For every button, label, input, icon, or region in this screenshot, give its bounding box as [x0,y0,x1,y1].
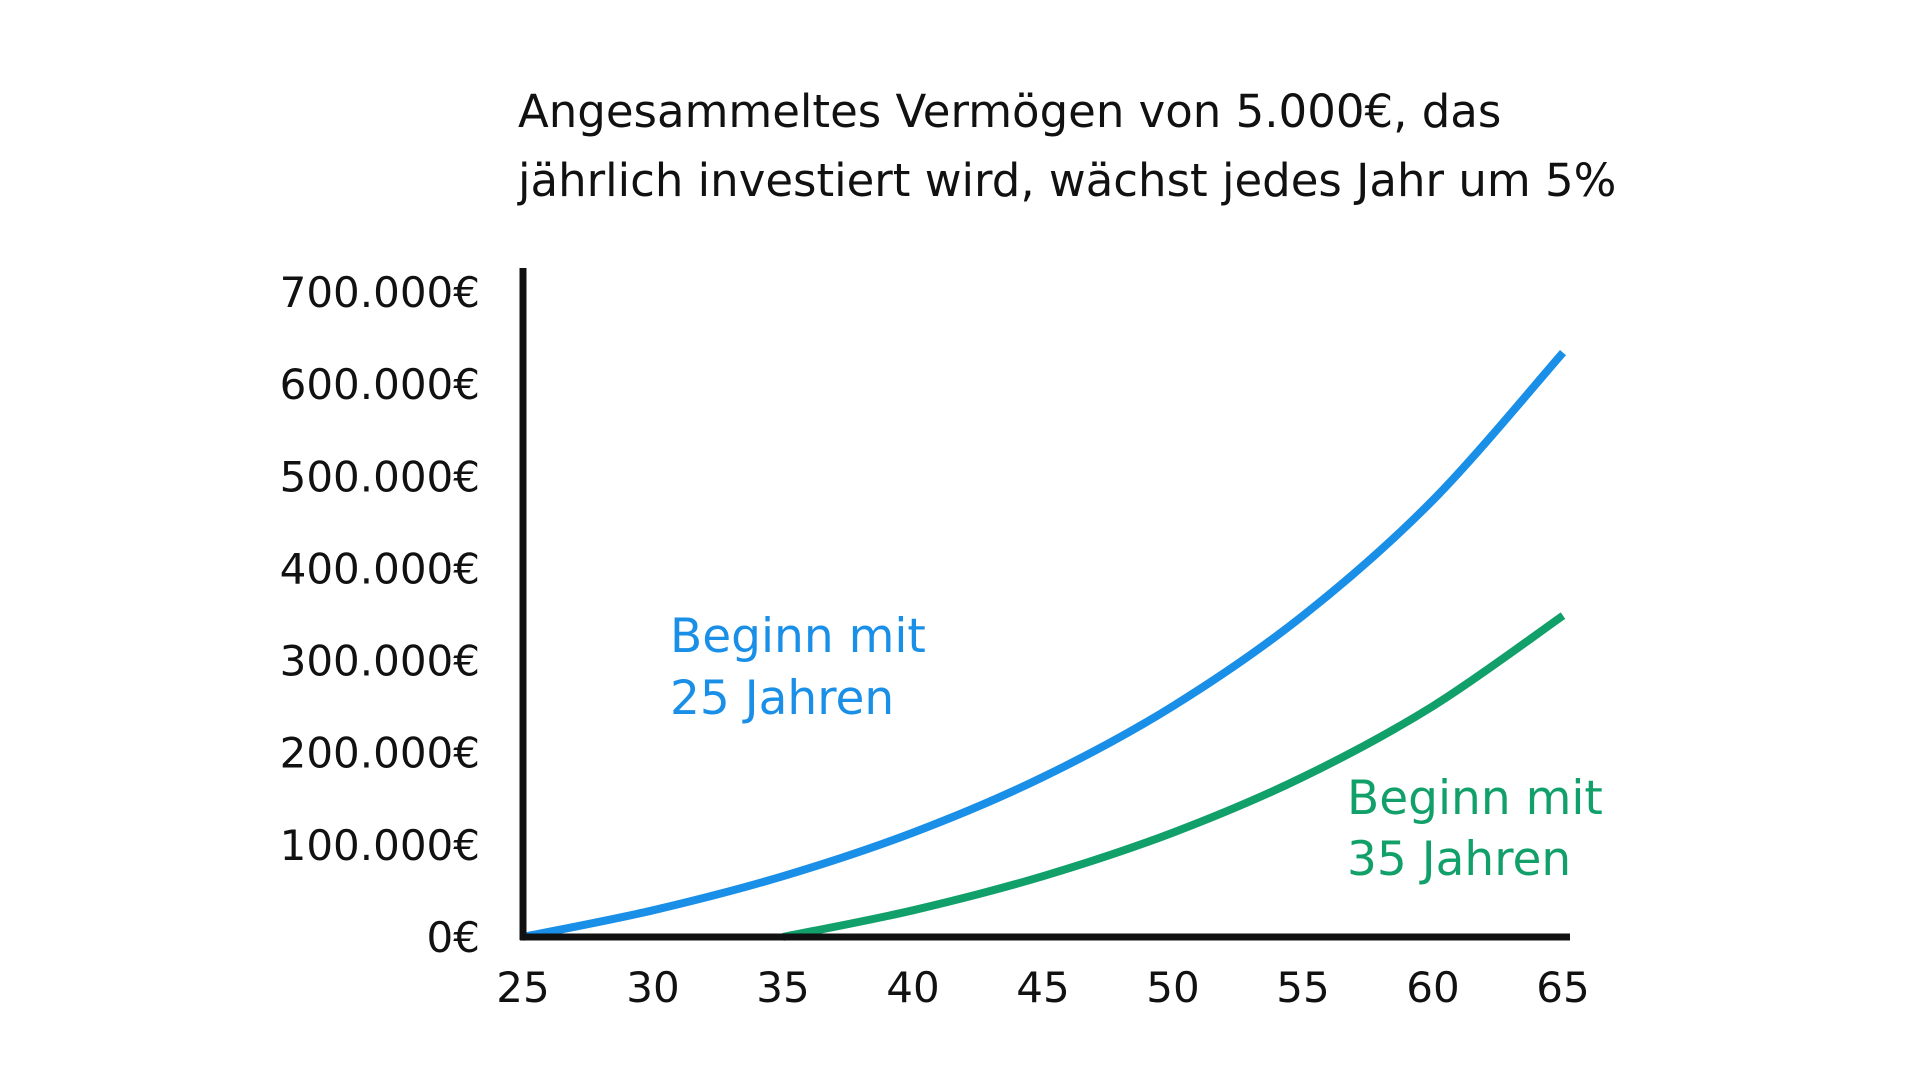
x-tick-label: 65 [1536,963,1589,1012]
x-tick-label: 60 [1406,963,1459,1012]
series-line-start-25 [522,349,1566,941]
x-tick-label: 45 [1016,963,1069,1012]
series-line-start-35 [782,612,1566,941]
y-tick-label: 500.000€ [280,452,480,501]
y-tick-label: 0€ [427,913,480,962]
y-tick-label: 600.000€ [280,360,480,409]
y-tick-label: 400.000€ [280,544,480,593]
y-tick-label: 100.000€ [280,821,480,870]
series-label-line: 35 Jahren [1347,832,1571,887]
x-tick-label: 30 [626,963,679,1012]
series-label-line: 25 Jahren [670,671,894,726]
series-lines [522,349,1566,941]
series-label-start-35: Beginn mit 35 Jahren [1347,771,1603,887]
x-tick-label: 25 [496,963,549,1012]
y-axis-ticks: 0€ 100.000€ 200.000€ 300.000€ 400.000€ 500.00… [280,268,480,962]
x-tick-label: 55 [1276,963,1329,1012]
y-tick-label: 200.000€ [280,729,480,778]
series-labels: Beginn mit 25 Jahren Beginn mit 35 Jahren [670,609,1603,887]
chart-title-line-1: Angesammeltes Vermögen von 5.000€, das [518,85,1501,138]
series-label-start-25: Beginn mit 25 Jahren [670,609,926,726]
series-label-line: Beginn mit [1347,771,1603,826]
x-tick-label: 50 [1146,963,1199,1012]
x-tick-label: 35 [756,963,809,1012]
x-tick-label: 40 [886,963,939,1012]
x-axis-ticks: 25 30 35 40 45 50 55 60 65 [496,963,1589,1012]
y-tick-label: 300.000€ [280,637,480,686]
series-label-line: Beginn mit [670,609,926,664]
y-tick-label: 700.000€ [280,268,480,317]
chart-title-line-2: jährlich investiert wird, wächst jedes J… [517,154,1616,207]
